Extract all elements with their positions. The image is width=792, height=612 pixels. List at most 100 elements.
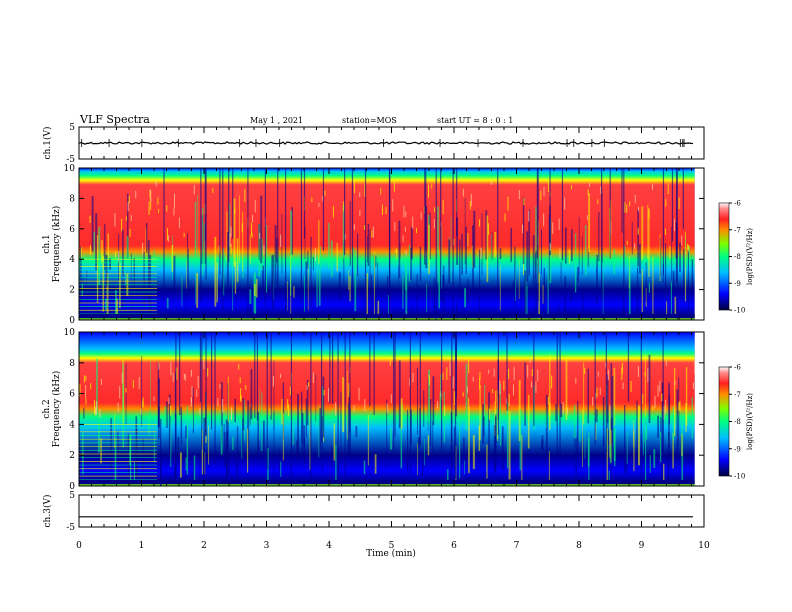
spectrogram-streak <box>309 413 311 470</box>
spectrogram-speckle <box>492 388 494 394</box>
spectrogram-speckle <box>197 375 199 389</box>
spectrogram-burst <box>200 168 202 302</box>
spectrogram-speckle <box>479 371 481 380</box>
spectrogram-streak <box>180 407 183 445</box>
spectrogram-streak <box>472 225 474 293</box>
spectrogram-streak <box>196 273 199 308</box>
spectrogram-streak <box>405 264 408 317</box>
spectrogram-streak <box>432 376 435 426</box>
spectrogram-streak <box>491 231 493 261</box>
spectrogram-streak <box>186 405 189 475</box>
spectrogram-streak <box>647 204 649 260</box>
spectrogram-streak <box>125 363 127 425</box>
spectrogram-streak <box>318 220 320 264</box>
spectrogram-streak <box>614 430 616 466</box>
x-tick-label: 4 <box>326 541 332 551</box>
spectrogram-burst <box>455 332 457 397</box>
spectrogram-streak <box>373 251 375 318</box>
spectrogram-speckle <box>568 249 570 264</box>
spectrogram-speckle <box>353 180 355 194</box>
spectrogram-streak <box>315 374 317 422</box>
colorbar-tick-label: -9 <box>734 280 741 288</box>
spectrogram-streak <box>398 220 401 278</box>
spectrogram-streak <box>243 399 245 441</box>
spectrogram-streak <box>322 376 325 438</box>
spectrogram-streak <box>610 362 613 432</box>
spectrogram-streak <box>332 409 334 422</box>
spectrogram-streak <box>499 383 501 446</box>
spectrogram-speckle <box>85 375 87 381</box>
spectrogram-streak <box>229 203 231 256</box>
spectrogram-speckle <box>390 394 392 404</box>
spectrogram-speckle <box>638 206 640 212</box>
spectrogram-speckle <box>687 243 689 250</box>
spectrogram-speckle <box>495 390 497 404</box>
spectrogram-speckle <box>132 380 134 389</box>
spectrogram-speckle <box>659 380 661 392</box>
spectrogram-speckle <box>409 378 411 387</box>
spectrogram-speckle <box>380 188 382 195</box>
spectrogram-streak <box>149 255 152 317</box>
spectrogram-streak <box>442 275 445 303</box>
spectrogram-burst <box>456 168 458 237</box>
ch2-colorbar: -6 -7 -8 -9 -10 log(PSD)(V²/Hz) <box>718 364 754 481</box>
spectrogram-speckle <box>600 186 602 194</box>
spectrogram-streak <box>147 240 150 302</box>
voltage-trace <box>78 141 694 145</box>
spectrogram-streak <box>242 418 244 456</box>
spectrogram-speckle <box>508 393 510 407</box>
spectrogram-streak <box>262 420 265 460</box>
spectrogram-streak <box>136 458 138 477</box>
spectrogram-speckle <box>372 226 374 238</box>
spectrogram-streak <box>468 406 470 474</box>
x-tick-label: 7 <box>514 541 520 551</box>
x-tick-label: 1 <box>139 541 145 551</box>
spectrogram-speckle <box>657 385 659 397</box>
spectrogram-burst <box>506 332 508 411</box>
spectrogram-speckle <box>199 408 201 416</box>
spectrogram-speckle <box>647 368 649 383</box>
spectrogram-burst <box>393 332 395 452</box>
spectrogram-burst <box>222 168 224 311</box>
spectrogram-speckle <box>371 230 373 238</box>
spectrogram-streak <box>363 460 366 475</box>
spectrogram-speckle <box>469 201 471 210</box>
spectrogram-speckle <box>318 202 320 207</box>
station-label: station=MOS <box>342 116 397 125</box>
spectrogram-streak <box>499 266 501 311</box>
spectrogram-speckle <box>121 372 123 384</box>
spectrogram-speckle <box>674 218 676 232</box>
spectrogram-speckle <box>100 378 102 386</box>
spectrogram-speckle <box>263 245 265 255</box>
spectrogram-streak <box>673 367 676 437</box>
spectrogram-speckle <box>312 372 314 383</box>
spectrogram-streak <box>479 384 481 441</box>
spectrogram-speckle <box>537 369 539 382</box>
spectrogram-streak <box>408 244 411 282</box>
spectrogram-streak <box>608 470 610 482</box>
spectrogram-speckle <box>416 228 418 233</box>
spectrogram-speckle <box>433 219 435 229</box>
spectrogram-speckle <box>121 218 123 232</box>
spectrogram-speckle <box>280 234 282 247</box>
spectrogram-speckle <box>364 225 366 230</box>
spectrogram-streak <box>450 217 452 282</box>
spectrogram-speckle <box>607 369 609 380</box>
spectrogram-speckle <box>119 386 121 399</box>
spectrogram-streak <box>303 425 306 447</box>
spectrogram-streak <box>577 267 579 283</box>
spectrogram-speckle <box>665 358 667 367</box>
spectrogram-streak <box>220 425 223 455</box>
spectrogram-speckle <box>637 366 639 378</box>
spectrogram-streak <box>564 276 566 315</box>
spectrogram-streak <box>427 378 429 431</box>
spectrogram-streak <box>644 467 645 483</box>
spectrogram-streak <box>685 236 686 268</box>
spectrogram-speckle <box>89 245 91 255</box>
spectrogram-streak <box>187 233 189 280</box>
spectrogram-speckle <box>512 384 514 396</box>
spectrogram-burst <box>676 168 678 320</box>
spectrogram-streak <box>304 275 305 312</box>
spectrogram-speckle <box>219 384 221 389</box>
